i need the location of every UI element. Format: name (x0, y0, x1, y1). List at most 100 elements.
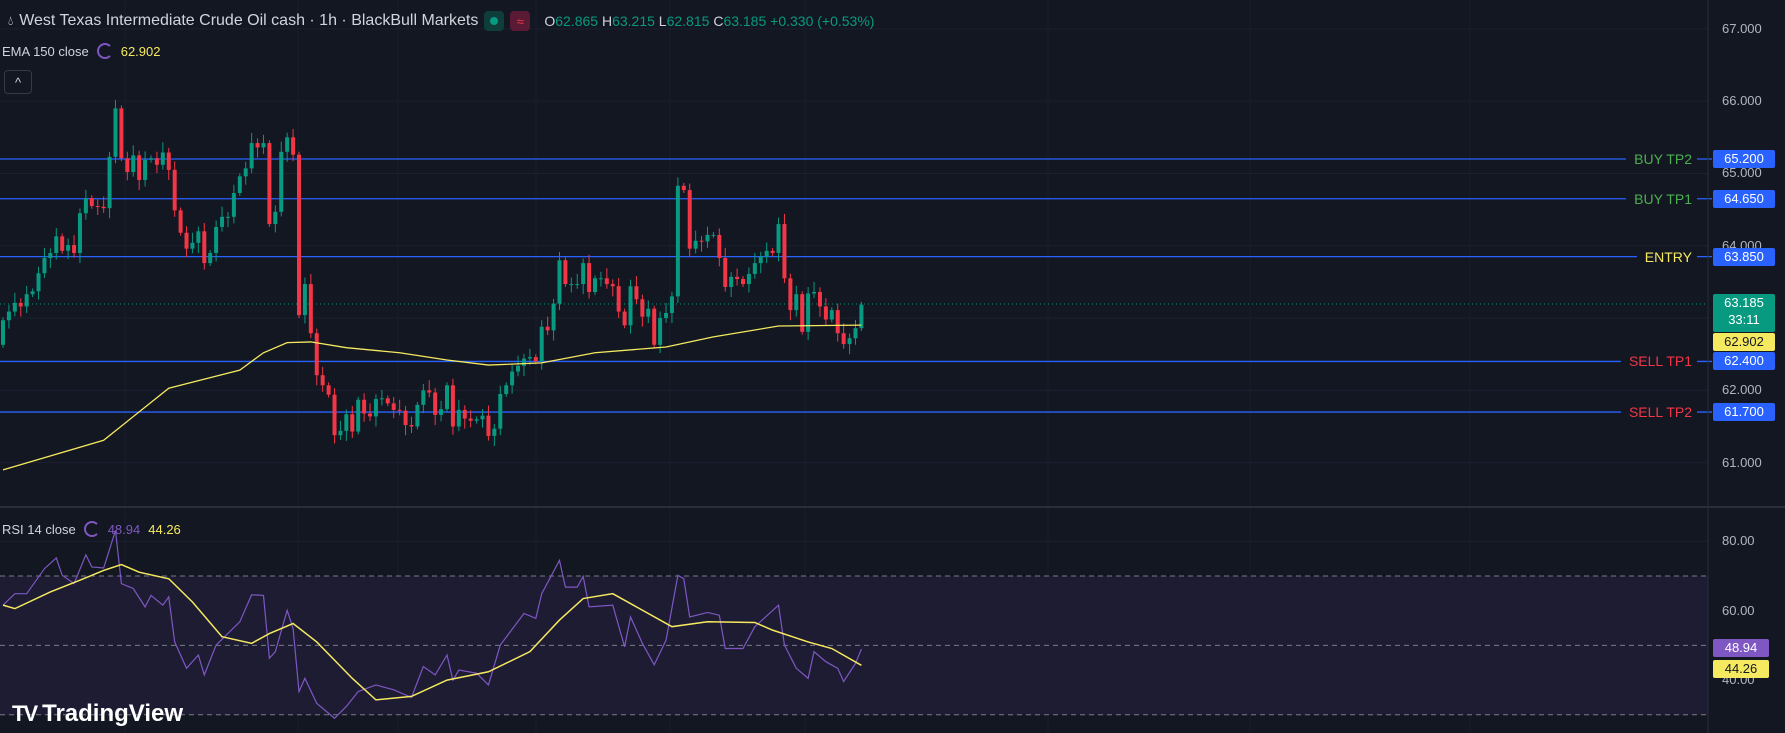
rsi-ma-legend-value: 44.26 (148, 521, 181, 537)
axis-tick-label: 67.000 (1722, 20, 1762, 36)
candle-body (421, 390, 426, 405)
level-price-tag: 62.400 (1713, 352, 1775, 371)
level-label: SELL TP1 (1620, 353, 1697, 370)
candle-body (409, 425, 414, 427)
close-label: C (713, 13, 724, 29)
candle-body (835, 310, 840, 334)
ema-legend-label: EMA 150 close (2, 43, 89, 59)
candle-body (60, 236, 65, 251)
candle-body (800, 294, 805, 332)
open-label: O (544, 13, 556, 29)
candle-body (6, 311, 11, 321)
candle-body (776, 224, 781, 253)
candle-body (634, 286, 639, 300)
last-price-value: 63.185 (1724, 295, 1764, 310)
candle-body (184, 232, 189, 249)
candle-body (320, 375, 325, 386)
candle-body (1, 320, 5, 345)
candle-body (107, 156, 112, 209)
candle-body (391, 403, 396, 410)
candle-body (36, 273, 41, 292)
candle-body (344, 414, 349, 431)
candle-body (711, 234, 716, 236)
rsi-ma-value-tag: 44.26 (1713, 660, 1769, 678)
candle-body (788, 278, 793, 311)
candles (1, 100, 864, 447)
candle-body (326, 385, 331, 395)
candle-body (527, 357, 532, 359)
candle-body (669, 296, 674, 313)
candle-body (208, 252, 213, 264)
candle-body (504, 385, 509, 394)
rsi-value-tag: 48.94 (1713, 639, 1769, 657)
rsi-legend[interactable]: RSI 14 close 48.94 44.26 (2, 521, 181, 537)
axis-tick-label: 61.000 (1722, 454, 1762, 470)
rsi-legend-label: RSI 14 close (2, 521, 76, 537)
axis-tick-label: 65.000 (1722, 165, 1762, 181)
candle-body (373, 399, 378, 417)
candle-body (403, 410, 408, 426)
candle-body (758, 256, 763, 264)
candle-body (853, 328, 858, 339)
candle-body (587, 263, 592, 293)
candle-body (77, 213, 82, 253)
candle-body (362, 399, 367, 414)
candle-body (794, 294, 799, 311)
candle-body (196, 231, 201, 243)
rsi-legend-value: 48.94 (107, 521, 141, 537)
candle-body (498, 393, 503, 429)
tradingview-mark-icon: TV (12, 701, 38, 726)
candle-body (297, 154, 301, 316)
candle-body (30, 291, 35, 295)
candle-body (764, 250, 769, 257)
candle-body (279, 151, 284, 212)
candle-body (569, 284, 574, 286)
candle-body (42, 258, 47, 274)
candle-body (456, 409, 461, 427)
data-delay-icon[interactable]: ≈ (510, 11, 531, 31)
candle-body (823, 306, 828, 320)
candle-body (551, 303, 556, 331)
candle-body (652, 308, 657, 345)
axis-tick-label: 80.00 (1722, 533, 1755, 549)
low-value: 62.815 (666, 13, 710, 29)
candle-body (817, 292, 822, 307)
candle-body (285, 137, 290, 152)
candle-body (557, 260, 562, 304)
candle-body (770, 250, 775, 253)
candle-body (723, 258, 728, 287)
candle-body (516, 365, 521, 372)
candle-body (445, 385, 449, 410)
candle-body (202, 231, 207, 264)
candle-body (646, 308, 651, 317)
candle-body (415, 404, 420, 427)
candle-body (308, 284, 313, 334)
candle-body (664, 312, 669, 319)
ema-price-tag: 62.902 (1713, 333, 1775, 351)
candle-body (492, 428, 497, 436)
candle-body (604, 278, 609, 285)
candle-body (83, 198, 88, 214)
loading-icon (96, 43, 113, 59)
candle-body (160, 152, 165, 165)
market-open-icon[interactable] (484, 11, 505, 31)
candle-body (255, 143, 260, 148)
candle-body (859, 304, 864, 329)
level-lines (0, 158, 1712, 413)
chevron-up-icon: ^ (14, 74, 22, 90)
candle-body (729, 276, 734, 287)
symbol-title[interactable]: West Texas Intermediate Crude Oil cash ·… (19, 12, 479, 29)
level-price-tag: 63.850 (1713, 247, 1775, 266)
candle-body (220, 216, 225, 227)
candle-body (735, 276, 740, 280)
tradingview-logo[interactable]: TV TradingView (12, 700, 183, 728)
candle-body (450, 385, 455, 427)
droplet-icon: 💧︎ (8, 13, 14, 28)
ema-legend[interactable]: EMA 150 close 62.902 (2, 43, 160, 59)
collapse-legend-button[interactable]: ^ (4, 70, 32, 94)
candle-body (533, 357, 538, 362)
candle-body (190, 242, 195, 249)
ema-legend-value: 62.902 (120, 43, 161, 59)
candle-body (172, 169, 177, 211)
